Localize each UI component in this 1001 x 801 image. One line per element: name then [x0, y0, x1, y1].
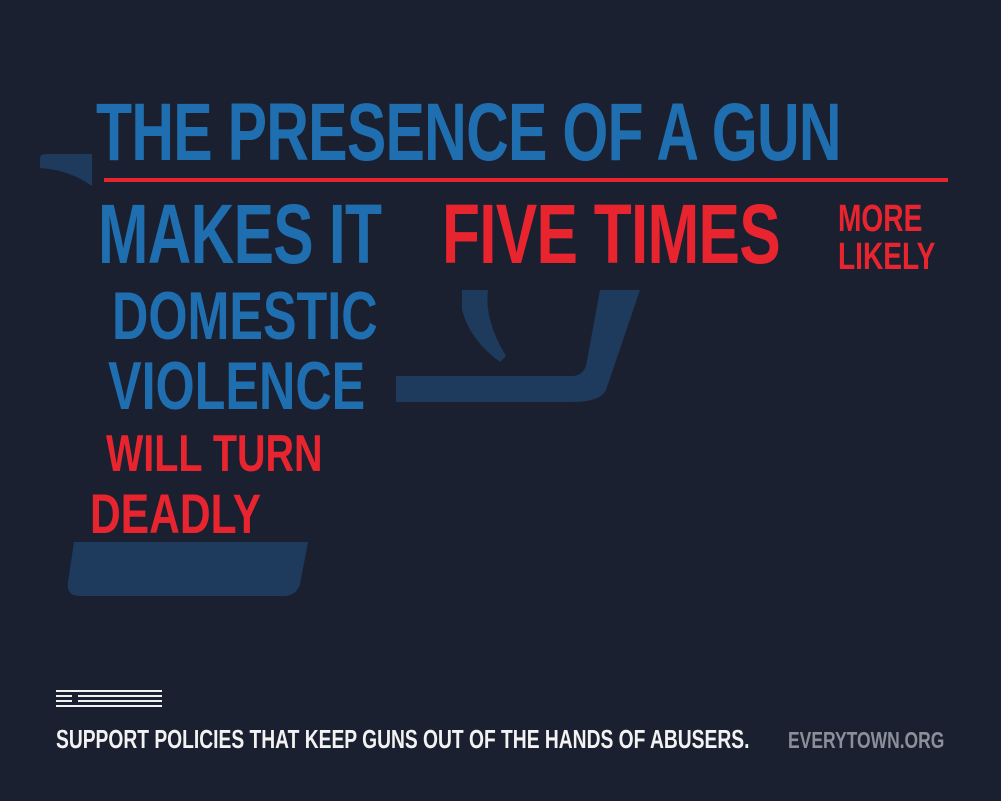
- headline-makes-it: MAKES IT: [98, 187, 382, 281]
- gun-rear-sight: [40, 154, 92, 186]
- gun-trigger: [462, 290, 506, 362]
- headline-domestic: DOMESTIC: [112, 278, 378, 354]
- headline-divider: [104, 178, 948, 182]
- headline-violence: VIOLENCE: [108, 348, 366, 424]
- headline-five-times: FIVE TIMES: [442, 187, 781, 281]
- footer-site-link[interactable]: EVERYTOWN.ORG: [788, 727, 945, 753]
- headline-will-turn: WILL TURN: [106, 425, 323, 483]
- headline-line-1: THE PRESENCE OF A GUN: [96, 87, 842, 178]
- headline-more: MORE: [838, 198, 923, 240]
- headline-deadly: DEADLY: [90, 482, 262, 545]
- footer-tagline: SUPPORT POLICIES THAT KEEP GUNS OUT OF T…: [56, 724, 750, 754]
- headline-likely: LIKELY: [838, 236, 936, 278]
- gun-grip: [67, 542, 308, 596]
- gun-trigger-guard: [396, 290, 640, 402]
- menu-lines-icon: [56, 690, 162, 710]
